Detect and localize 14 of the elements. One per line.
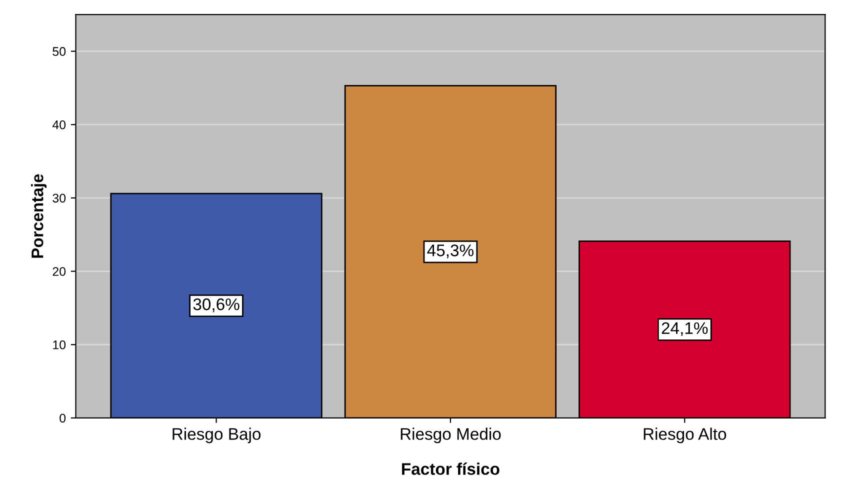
- y-axis-title: Porcentaje: [31, 174, 47, 258]
- y-tick-label: 30: [52, 194, 66, 203]
- y-tick-label: 10: [53, 340, 66, 350]
- x-tick-label: Riesgo Medio: [400, 428, 501, 444]
- x-tick-label: Riesgo Bajo: [172, 428, 261, 444]
- y-tick-label: 40: [52, 120, 66, 130]
- data-label: 30,6%: [193, 298, 240, 312]
- y-tick-label: 50: [52, 47, 66, 56]
- x-tick-label: Riesgo Alto: [644, 428, 726, 444]
- y-tick-label: 20: [52, 267, 66, 276]
- x-axis-title: Factor físico: [402, 462, 500, 475]
- data-label: 45,3%: [427, 244, 474, 258]
- y-tick-label: 0: [60, 414, 66, 423]
- data-label: 24,1%: [662, 322, 708, 336]
